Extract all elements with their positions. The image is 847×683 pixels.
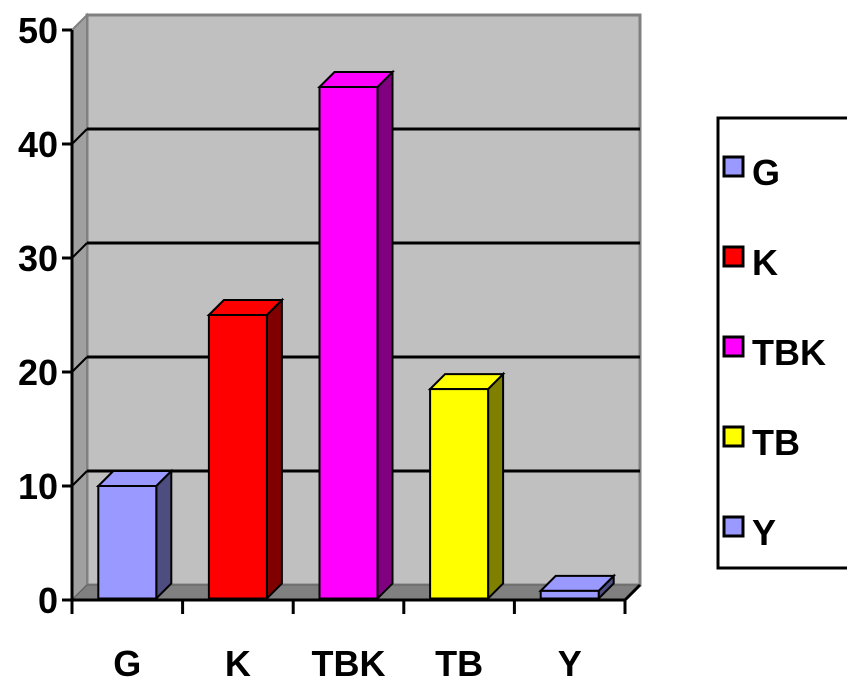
y-tick-label: 0 <box>38 580 58 621</box>
legend-label: TBK <box>752 332 826 373</box>
bar-front <box>97 485 158 600</box>
x-tick-label: TB <box>435 643 483 683</box>
gridline-side <box>71 242 88 259</box>
legend-item: TBK <box>722 332 826 373</box>
legend-swatch <box>722 155 745 178</box>
legend-label: K <box>752 242 778 283</box>
legend-item: TB <box>722 422 800 463</box>
legend-label: TB <box>752 422 800 463</box>
x-tick-label: G <box>113 643 141 683</box>
legend: G K TBK TB Y <box>716 116 847 570</box>
legend-swatch <box>722 425 745 448</box>
legend-label: Y <box>752 512 776 553</box>
bar-tbk <box>317 69 395 601</box>
gridline-side <box>71 356 88 373</box>
y-tick-label: 20 <box>18 352 58 393</box>
legend-item: K <box>722 242 778 283</box>
bar-side <box>265 297 283 601</box>
chart-side-wall <box>71 12 88 603</box>
gridline-side <box>71 128 88 145</box>
legend-label: G <box>752 152 780 193</box>
y-axis: 0 10 20 30 40 50 <box>18 10 74 621</box>
x-tick-label: K <box>225 643 251 683</box>
legend-swatch <box>722 245 745 268</box>
legend-swatch <box>722 515 745 538</box>
bars <box>95 69 617 601</box>
y-tick-label: 30 <box>18 238 58 279</box>
y-tick-label: 50 <box>18 10 58 51</box>
bar-g <box>95 468 174 601</box>
bar-tb <box>427 371 506 601</box>
gridline-side <box>71 470 88 487</box>
bar-front <box>318 86 379 600</box>
bar-front <box>539 589 600 600</box>
x-tick-label: TBK <box>312 643 386 683</box>
bar-y <box>538 573 617 601</box>
x-axis-depth-line <box>623 583 642 602</box>
y-tick-label: 10 <box>18 466 58 507</box>
bar-front <box>207 314 268 600</box>
bar-front <box>429 388 490 600</box>
y-tick-label: 40 <box>18 124 58 165</box>
bar-k <box>206 297 285 601</box>
legend-swatch <box>722 335 745 358</box>
bar-side <box>155 468 173 601</box>
x-axis: G K TBK TB Y <box>70 583 642 683</box>
bar-side <box>487 371 505 601</box>
bar-side <box>376 69 394 601</box>
legend-item: Y <box>722 512 776 553</box>
legend-item: G <box>722 152 780 193</box>
x-tick-label: Y <box>558 643 582 683</box>
